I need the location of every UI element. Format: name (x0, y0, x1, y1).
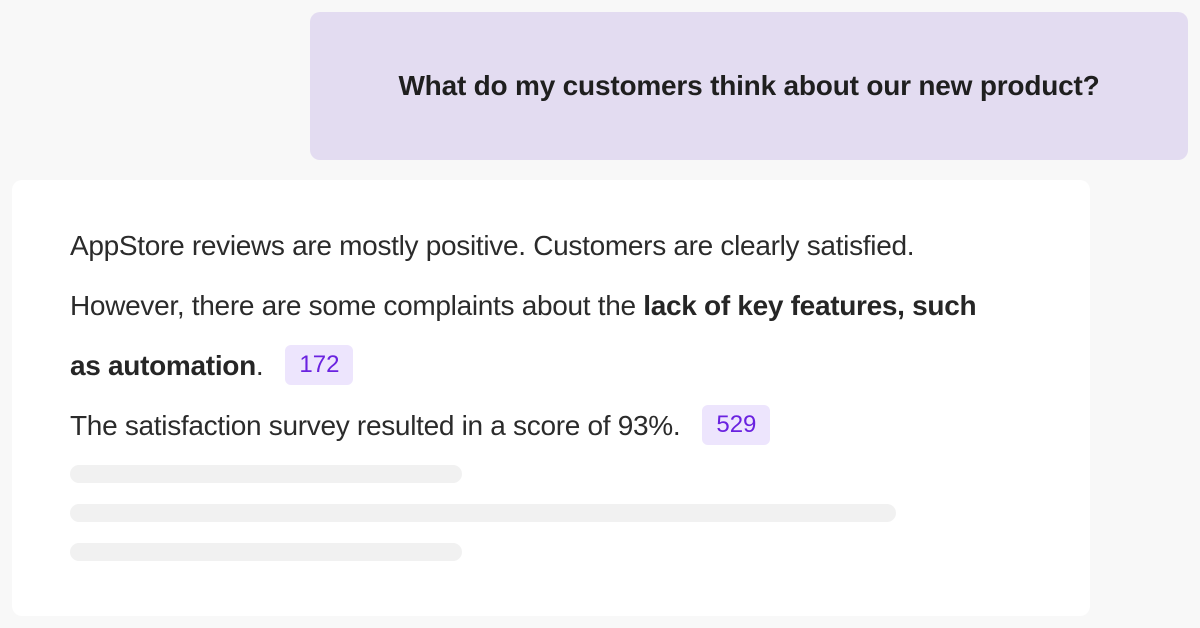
response-highlight: lack of key features, such (643, 290, 977, 321)
response-line-1: AppStore reviews are mostly positive. Cu… (70, 216, 1032, 276)
user-message-bubble: What do my customers think about our new… (310, 12, 1188, 160)
response-line-2: However, there are some complaints about… (70, 276, 1032, 336)
response-text: AppStore reviews are mostly positive. Cu… (70, 230, 915, 261)
response-line-4: The satisfaction survey resulted in a sc… (70, 396, 1032, 456)
response-highlight: as automation (70, 350, 256, 381)
skeleton-line (70, 504, 896, 522)
loading-skeleton (70, 465, 1032, 561)
response-text: . (255, 350, 264, 381)
skeleton-line (70, 543, 462, 561)
user-message-text: What do my customers think about our new… (398, 70, 1100, 101)
citation-badge[interactable]: 172 (285, 344, 354, 385)
response-line-3: as automation. 172 (70, 336, 1032, 396)
response-text: However, there are some complaints about… (70, 290, 644, 321)
skeleton-line (70, 465, 462, 483)
response-text: The satisfaction survey resulted in a sc… (70, 410, 681, 441)
citation-badge[interactable]: 529 (702, 404, 771, 445)
assistant-response-card: AppStore reviews are mostly positive. Cu… (12, 180, 1090, 616)
